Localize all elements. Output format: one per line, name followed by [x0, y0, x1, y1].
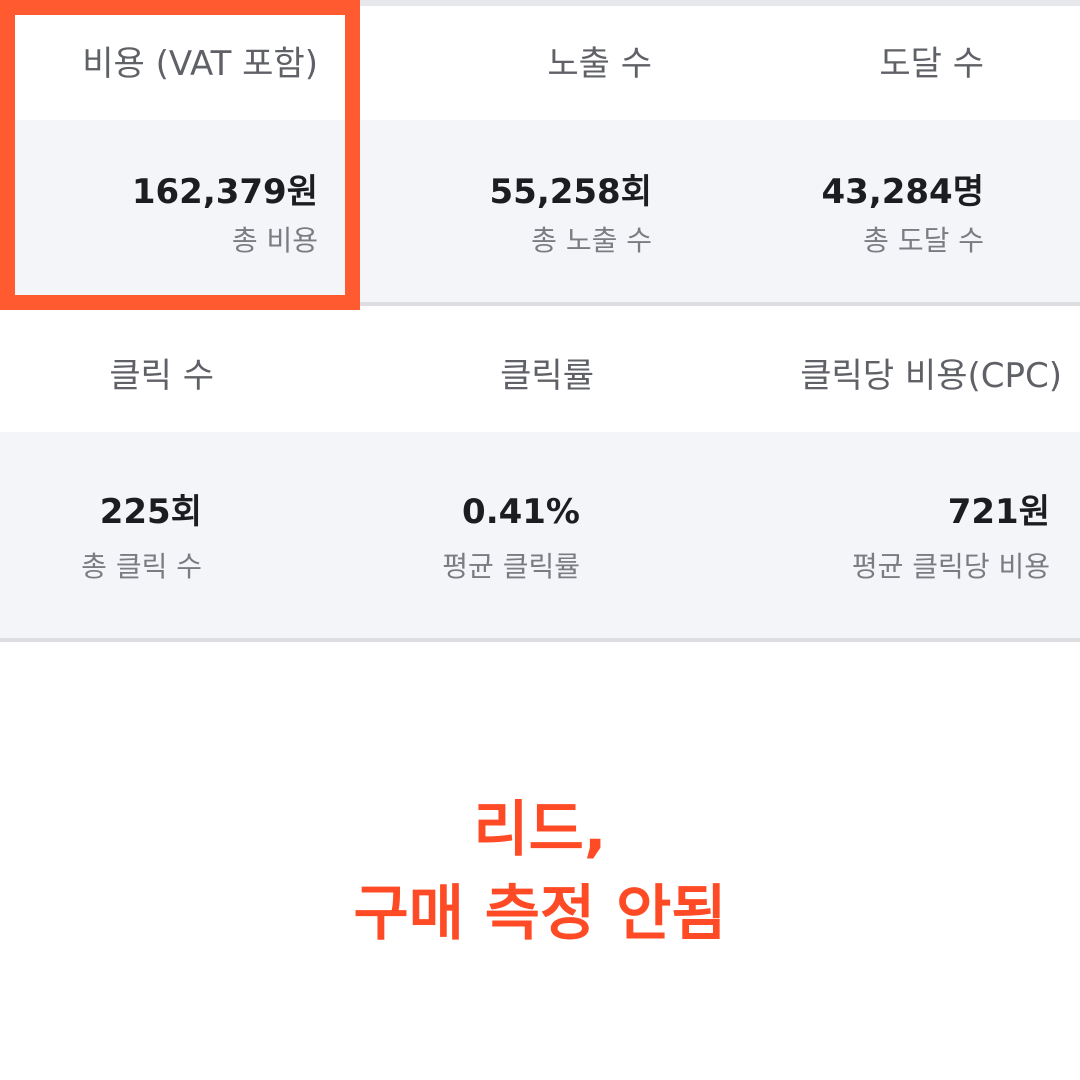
row2-divider: [0, 638, 1080, 642]
value-clicks: 225회: [99, 492, 202, 532]
sub-impressions: 총 노출 수: [531, 224, 652, 257]
value-impressions: 55,258회: [489, 172, 652, 212]
header-impressions: 노출 수: [547, 44, 652, 84]
sub-cpc: 평균 클릭당 비용: [851, 550, 1050, 583]
header-reach: 도달 수: [879, 44, 984, 84]
caption-line2: 구매 측정 안됨: [353, 879, 727, 949]
header-cpc: 클릭당 비용(CPC): [800, 356, 1062, 396]
row2-header-band: [0, 306, 1080, 432]
value-cpc: 721원: [947, 492, 1050, 532]
header-ctr: 클릭률: [500, 356, 594, 396]
row1-value-band: [0, 120, 1080, 302]
value-reach: 43,284명: [821, 172, 984, 212]
sub-ctr: 평균 클릭률: [442, 550, 580, 583]
sub-reach: 총 도달 수: [863, 224, 984, 257]
caption-line1: 리드,: [473, 795, 607, 865]
top-border: [360, 0, 1080, 6]
sub-clicks: 총 클릭 수: [81, 550, 202, 583]
value-cost: 162,379원: [131, 172, 318, 212]
value-ctr: 0.41%: [462, 492, 580, 532]
header-cost: 비용 (VAT 포함): [82, 44, 318, 84]
sub-cost: 총 비용: [231, 224, 318, 257]
header-clicks: 클릭 수: [109, 356, 214, 396]
row1-header-band: [0, 6, 1080, 120]
row1-divider: [0, 302, 1080, 306]
row2-value-band: [0, 432, 1080, 638]
